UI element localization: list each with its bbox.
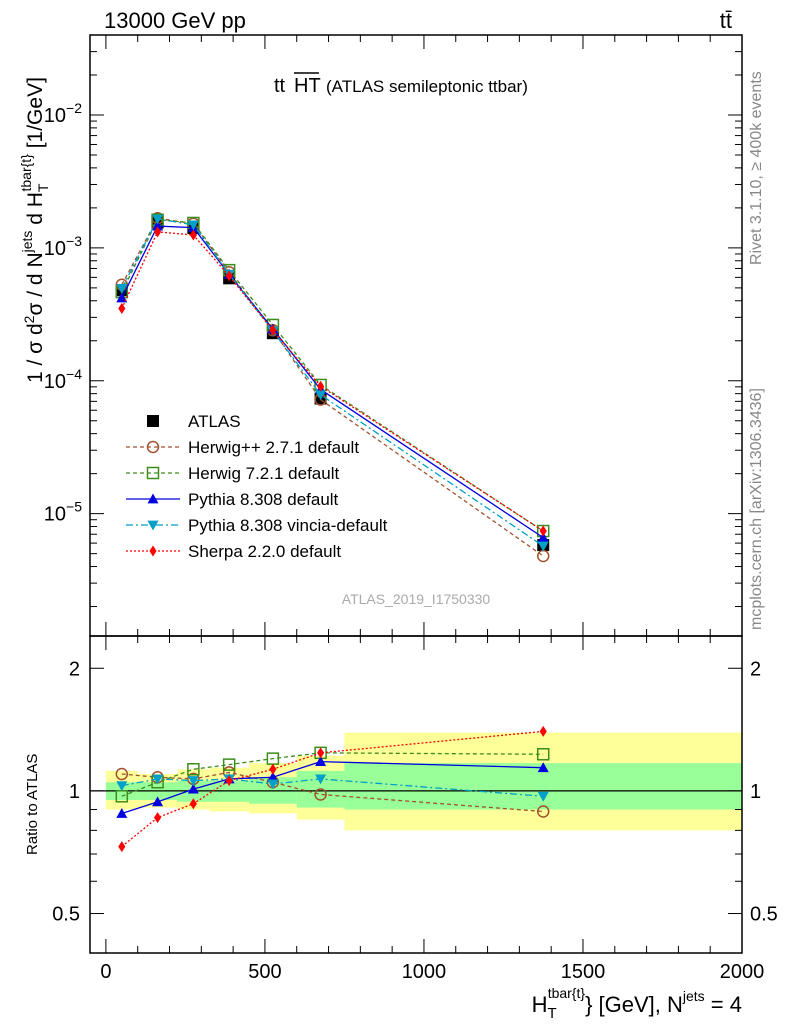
rivet-version-label: Rivet 3.1.10, ≥ 400k events (748, 71, 765, 265)
series-herwig-2-7-1-default (115, 212, 550, 563)
plot-title-rest: (ATLAS semileptonic ttbar) (326, 77, 528, 96)
data-point (147, 415, 159, 427)
series-sherpa-2-2-0-default (118, 725, 547, 853)
y-tick-label: 10−5 (44, 499, 82, 526)
data-point (222, 758, 236, 771)
x-tick-label: 1500 (561, 961, 606, 983)
data-point (116, 781, 128, 792)
data-point (537, 532, 549, 543)
data-point (225, 775, 233, 787)
svg-text:1 / σ d2σ / d Njets d HTtbar{t: 1 / σ d2σ / d Njets d HTtbar{t} [1/GeV] (18, 77, 51, 383)
mcplots-label: mcplots.cern.ch [arXiv:1306.3436] (748, 388, 765, 630)
main-plot-panel: 10−2 10−3 10−4 10−5 (44, 34, 743, 637)
data-point (189, 229, 197, 241)
data-point (537, 541, 549, 552)
data-point (187, 783, 199, 794)
x-tick-label: 500 (248, 961, 281, 983)
series-herwig-7-2-1-default (115, 213, 550, 538)
data-point (536, 549, 550, 563)
plot-title-over: HT (294, 75, 321, 97)
x-tick-label: 1000 (402, 961, 447, 983)
ratio-y-tick-label-right: 2 (750, 658, 761, 680)
data-point (115, 767, 129, 781)
main-y-axis-label: 1 / σ d2σ / d Njets d HTtbar{t} [1/GeV] (18, 77, 51, 383)
data-point (536, 748, 550, 761)
data-point (267, 779, 279, 790)
legend-label: Herwig 7.2.1 default (188, 464, 339, 483)
data-point (116, 284, 128, 294)
svg-text:HTtbar{t}} [GeV], Njets = 4: HTtbar{t}} [GeV], Njets = 4 (532, 985, 742, 1022)
data-point (187, 220, 199, 231)
data-point (267, 771, 279, 782)
collision-label: 13000 GeV pp (104, 8, 246, 33)
data-point (152, 774, 164, 785)
data-point (537, 791, 549, 802)
data-point (146, 466, 160, 480)
data-point (269, 324, 277, 336)
y-tick-label: 10−2 (44, 100, 82, 127)
ratio-plot-panel: 2 2 1 1 0.5 0.5 (52, 635, 778, 954)
data-point (317, 747, 325, 759)
x-axis-label: HTtbar{t}} [GeV], Njets = 4 (532, 985, 742, 1022)
data-point (118, 841, 126, 853)
data-point (154, 226, 162, 238)
data-point (154, 812, 162, 824)
ratio-y-tick-label-right: 1 (750, 781, 761, 803)
data-point (149, 545, 157, 557)
ratio-y-tick-label-right: 0.5 (750, 904, 778, 926)
legend-label: Herwig++ 2.7.1 default (188, 438, 359, 457)
data-point (314, 788, 327, 801)
legend-label: Sherpa 2.2.0 default (188, 542, 341, 561)
series-line (121, 218, 544, 532)
legend: ATLAS Herwig++ 2.7.1 default Herwig 7.2.1 … (126, 412, 388, 561)
ratio-y-tick-label: 2 (69, 658, 80, 680)
y-tick-label: 10−3 (44, 233, 82, 260)
data-point (147, 520, 159, 531)
data-point (118, 302, 126, 314)
plot-title: tt HT (ATLAS semileptonic ttbar) (274, 72, 528, 97)
series-line (121, 231, 544, 532)
data-point (317, 380, 325, 392)
data-point (147, 493, 159, 504)
data-point (189, 798, 197, 810)
plot-title-main: tt (274, 75, 286, 97)
analysis-id-label: ATLAS_2019_I1750330 (342, 591, 491, 607)
data-point (537, 762, 549, 773)
x-tick-label: 0 (100, 961, 111, 983)
data-point (152, 214, 164, 225)
data-point (269, 763, 277, 775)
data-point (116, 808, 128, 818)
legend-label: ATLAS (188, 412, 241, 431)
legend-label: Pythia 8.308 vincia-default (188, 516, 388, 535)
data-point (536, 805, 550, 818)
y-tick-label: 10−4 (44, 366, 82, 393)
data-point (315, 390, 327, 401)
data-point (315, 774, 327, 785)
process-label: tt̄ (720, 8, 732, 33)
data-point (187, 763, 200, 776)
x-tick-label: 2000 (720, 961, 765, 983)
ratio-y-tick-label: 0.5 (52, 904, 80, 926)
data-point (225, 270, 233, 282)
series-sherpa-2-2-0-default (118, 226, 547, 537)
data-point (152, 220, 164, 231)
data-point (146, 440, 160, 454)
data-point (187, 776, 199, 787)
ratio-y-axis-label: Ratio to ATLAS (24, 754, 41, 855)
ratio-plot-frame (89, 635, 743, 954)
data-point (539, 525, 547, 537)
legend-label: Pythia 8.308 default (188, 490, 339, 509)
data-point (539, 725, 547, 737)
ratio-y-tick-label: 1 (69, 781, 80, 803)
data-point (315, 756, 327, 767)
data-point (116, 292, 128, 303)
data-point (152, 796, 164, 807)
